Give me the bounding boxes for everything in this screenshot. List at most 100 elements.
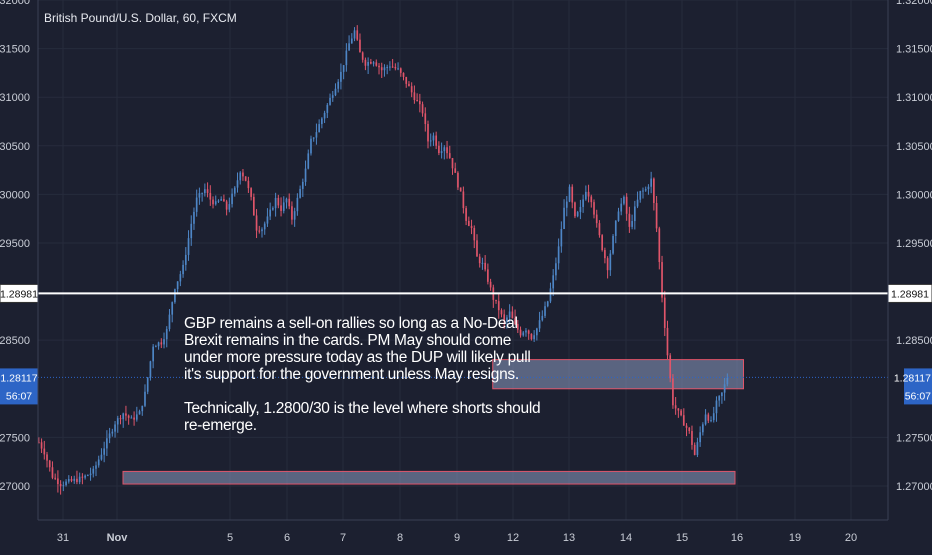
candle-body [70, 479, 73, 481]
candle-body [647, 186, 650, 190]
candle-body [410, 86, 413, 93]
candle-body [81, 476, 84, 478]
candle-body [467, 220, 470, 226]
candle-body [171, 302, 174, 315]
candle-body [391, 66, 394, 68]
candle-body [563, 207, 565, 230]
candle-body [364, 59, 367, 66]
candle-body [593, 202, 595, 215]
candle-body [693, 444, 696, 455]
candle-body [508, 311, 511, 318]
candle-body [525, 330, 527, 333]
candle-body [487, 269, 489, 282]
candle-body [108, 433, 111, 439]
candle-body [429, 140, 432, 142]
y-tick-label-left: 1.27000 [0, 481, 30, 493]
candle-body [255, 215, 258, 231]
x-tick-label: 8 [397, 532, 403, 544]
candle-body [236, 180, 239, 188]
candle-body [620, 203, 623, 212]
candle-body [655, 202, 658, 229]
candle-body [623, 196, 625, 204]
y-tick-label-left: 1.32000 [0, 0, 30, 7]
candle-body [519, 329, 522, 336]
candle-body [574, 202, 576, 217]
candle-body [84, 475, 86, 478]
y-tick-label-right: 1.30500 [896, 141, 932, 153]
candle-body [242, 172, 244, 177]
candle-body [710, 420, 712, 422]
candle-body [631, 221, 633, 227]
candle-body [174, 289, 176, 303]
candle-body [402, 72, 405, 77]
candle-body [587, 191, 590, 197]
y-tick-label-left: 1.28500 [0, 335, 30, 347]
candle-body [353, 30, 356, 39]
candle-body [340, 71, 342, 82]
candle-body [184, 254, 187, 265]
candle-body [100, 454, 103, 460]
candle-body [424, 113, 427, 124]
candle-body [696, 442, 699, 455]
candle-body [350, 38, 353, 44]
candle-body [527, 330, 530, 334]
candle-body [372, 62, 375, 64]
candle-body [514, 318, 516, 324]
candle-body [59, 484, 62, 487]
candle-body [438, 145, 440, 154]
candle-body [413, 92, 416, 101]
candle-body [427, 123, 429, 142]
candle-body [160, 342, 163, 345]
candle-body [459, 187, 462, 192]
candle-body [282, 202, 285, 211]
candle-body [217, 200, 220, 202]
candle-body [418, 100, 421, 105]
candle-body [228, 204, 231, 210]
candle-body [378, 65, 380, 68]
candle-body [247, 180, 250, 189]
candle-body [367, 62, 369, 66]
x-tick-label: 9 [454, 532, 460, 544]
candle-body [653, 178, 655, 203]
candle-body [261, 229, 263, 232]
candle-body [214, 201, 217, 205]
analysis-paragraph-1: GBP remains a sell-on rallies so long as… [184, 315, 531, 383]
y-tick-label-left: 1.27500 [0, 432, 30, 444]
candle-body [370, 62, 372, 64]
current-price-badge-left [0, 368, 38, 405]
candle-body [421, 104, 424, 114]
y-tick-label-left: 1.30000 [0, 189, 30, 201]
candle-body [223, 199, 225, 202]
candle-body [263, 223, 266, 230]
candle-body [67, 479, 70, 482]
candle-body [435, 135, 438, 146]
candle-body [51, 467, 54, 478]
y-tick-label-right: 1.29500 [896, 238, 932, 250]
candle-body [601, 235, 604, 251]
candle-body [702, 424, 704, 433]
candle-body [111, 431, 114, 434]
candle-body [348, 43, 350, 51]
candle-body [337, 81, 340, 89]
candle-body [465, 208, 467, 221]
candle-body [312, 137, 315, 139]
candle-body [280, 205, 282, 211]
candle-body [408, 83, 410, 87]
candle-body [552, 275, 555, 289]
candle-body [345, 50, 348, 66]
x-tick-label: 14 [620, 532, 632, 544]
candle-body [62, 485, 65, 487]
candle-body [356, 30, 359, 40]
horizontal-level-layer[interactable]: 1.28981 1.28981 1.28117 56:07 1.28117 56:07 [0, 283, 932, 405]
candle-body [511, 311, 514, 319]
x-tick-label: 16 [731, 532, 743, 544]
zone-layer [122, 359, 744, 485]
candle-body [315, 132, 318, 138]
x-tick-label: 31 [57, 532, 69, 544]
candle-body [454, 168, 457, 173]
candle-body [285, 198, 288, 203]
candle-body [168, 314, 171, 330]
candle-body [144, 391, 146, 406]
